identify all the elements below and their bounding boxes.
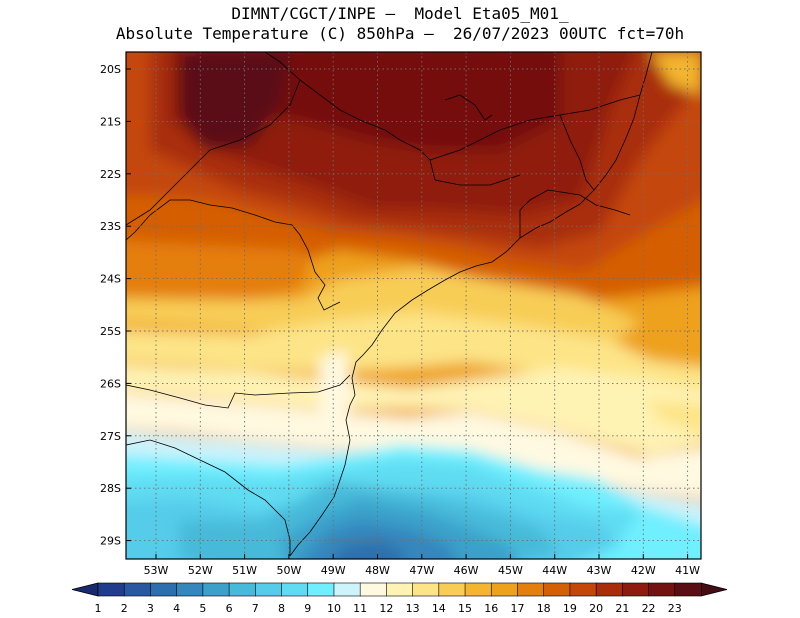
colorbar-swatch	[674, 582, 702, 597]
grid-lines	[126, 52, 701, 559]
colorbar-label: 17	[510, 602, 524, 615]
colorbar-swatch	[333, 582, 361, 597]
lat-tick-label: 22S	[100, 168, 121, 181]
colorbar-label: 21	[615, 602, 629, 615]
lon-tick-label: 42W	[631, 564, 656, 577]
colorbar-swatch	[595, 582, 623, 597]
colorbar-swatch	[438, 582, 466, 597]
colorbar-swatch	[255, 582, 283, 597]
colorbar-label: 8	[278, 602, 285, 615]
colorbar-label: 7	[252, 602, 259, 615]
colorbar-label: 15	[458, 602, 472, 615]
lon-tick-label: 51W	[232, 564, 257, 577]
colorbar-swatch	[543, 582, 571, 597]
colorbar-label: 2	[121, 602, 128, 615]
colorbar-label: 1	[95, 602, 102, 615]
lon-tick-label: 50W	[276, 564, 301, 577]
colorbar-arrow-high	[700, 582, 728, 597]
colorbar-label: 23	[668, 602, 682, 615]
colorbar-label: 12	[379, 602, 393, 615]
lat-tick-label: 25S	[100, 325, 121, 338]
colorbar-label: 14	[432, 602, 446, 615]
lat-tick-label: 20S	[100, 63, 121, 76]
colorbar-label: 6	[226, 602, 233, 615]
plot-frame	[125, 51, 702, 560]
colorbar-swatch	[490, 582, 519, 597]
colorbar-swatch	[281, 582, 309, 597]
colorbar-label: 19	[563, 602, 577, 615]
colorbar-swatch	[97, 582, 125, 597]
colorbar-swatch	[228, 582, 256, 597]
title-line-1: DIMNT/CGCT/INPE – Model Eta05_M01_	[231, 4, 569, 23]
colorbar-swatch	[386, 582, 414, 597]
lon-tick-label: 53W	[144, 564, 169, 577]
colorbar-label: 11	[353, 602, 367, 615]
colorbar-swatch	[412, 582, 440, 597]
colorbar-label: 3	[147, 602, 154, 615]
lon-tick-label: 52W	[188, 564, 213, 577]
colorbar-label: 20	[589, 602, 603, 615]
colorbar-swatch	[123, 582, 152, 597]
colorbar-swatch	[622, 582, 650, 597]
colorbar-label: 4	[173, 602, 180, 615]
title-line-2: Absolute Temperature (C) 850hPa – 26/07/…	[115, 24, 685, 43]
colorbar-label: 9	[304, 602, 311, 615]
colorbar-label: 13	[406, 602, 420, 615]
lon-tick-label: 47W	[409, 564, 434, 577]
colorbar-label: 16	[484, 602, 498, 615]
lon-tick-label: 46W	[454, 564, 479, 577]
temperature-field	[126, 52, 701, 559]
lat-tick-label: 23S	[100, 220, 121, 233]
colorbar-label: 18	[537, 602, 551, 615]
colorbar-swatch	[202, 582, 230, 597]
axis-ticks: 20S 21S 22S 23S 24S 25S 26S 27S 28S 29S 53W 52W 51W 5…	[100, 63, 700, 577]
colorbar-swatch	[359, 582, 387, 597]
lat-tick-label: 28S	[100, 482, 121, 495]
colorbar-swatch	[464, 582, 492, 597]
colorbar-label: 5	[199, 602, 206, 615]
lon-tick-label: 43W	[587, 564, 612, 577]
colorbar-arrow-low	[71, 582, 99, 597]
lat-tick-label: 27S	[100, 430, 121, 443]
lat-tick-label: 21S	[100, 115, 121, 128]
coastline-borders	[126, 52, 653, 557]
colorbar: 1 2 3 4 5 6 7 8 9 10 11 12 13 14 15 16 17 18 19 20 21 22 23	[71, 582, 728, 615]
lat-tick-label: 26S	[100, 377, 121, 390]
colorbar-swatch	[307, 582, 335, 597]
colorbar-label: 10	[327, 602, 341, 615]
colorbar-swatch	[176, 582, 204, 597]
lon-tick-label: 49W	[321, 564, 346, 577]
colorbar-swatch	[517, 582, 545, 597]
colorbar-swatch	[569, 582, 597, 597]
colorbar-swatch	[150, 582, 178, 597]
lat-tick-label: 29S	[100, 535, 121, 548]
lat-tick-label: 24S	[100, 273, 121, 286]
lon-tick-label: 45W	[498, 564, 523, 577]
colorbar-swatch	[648, 582, 676, 597]
lon-tick-label: 44W	[542, 564, 567, 577]
colorbar-label: 22	[642, 602, 656, 615]
lon-tick-label: 48W	[365, 564, 390, 577]
lon-tick-label: 41W	[675, 564, 700, 577]
